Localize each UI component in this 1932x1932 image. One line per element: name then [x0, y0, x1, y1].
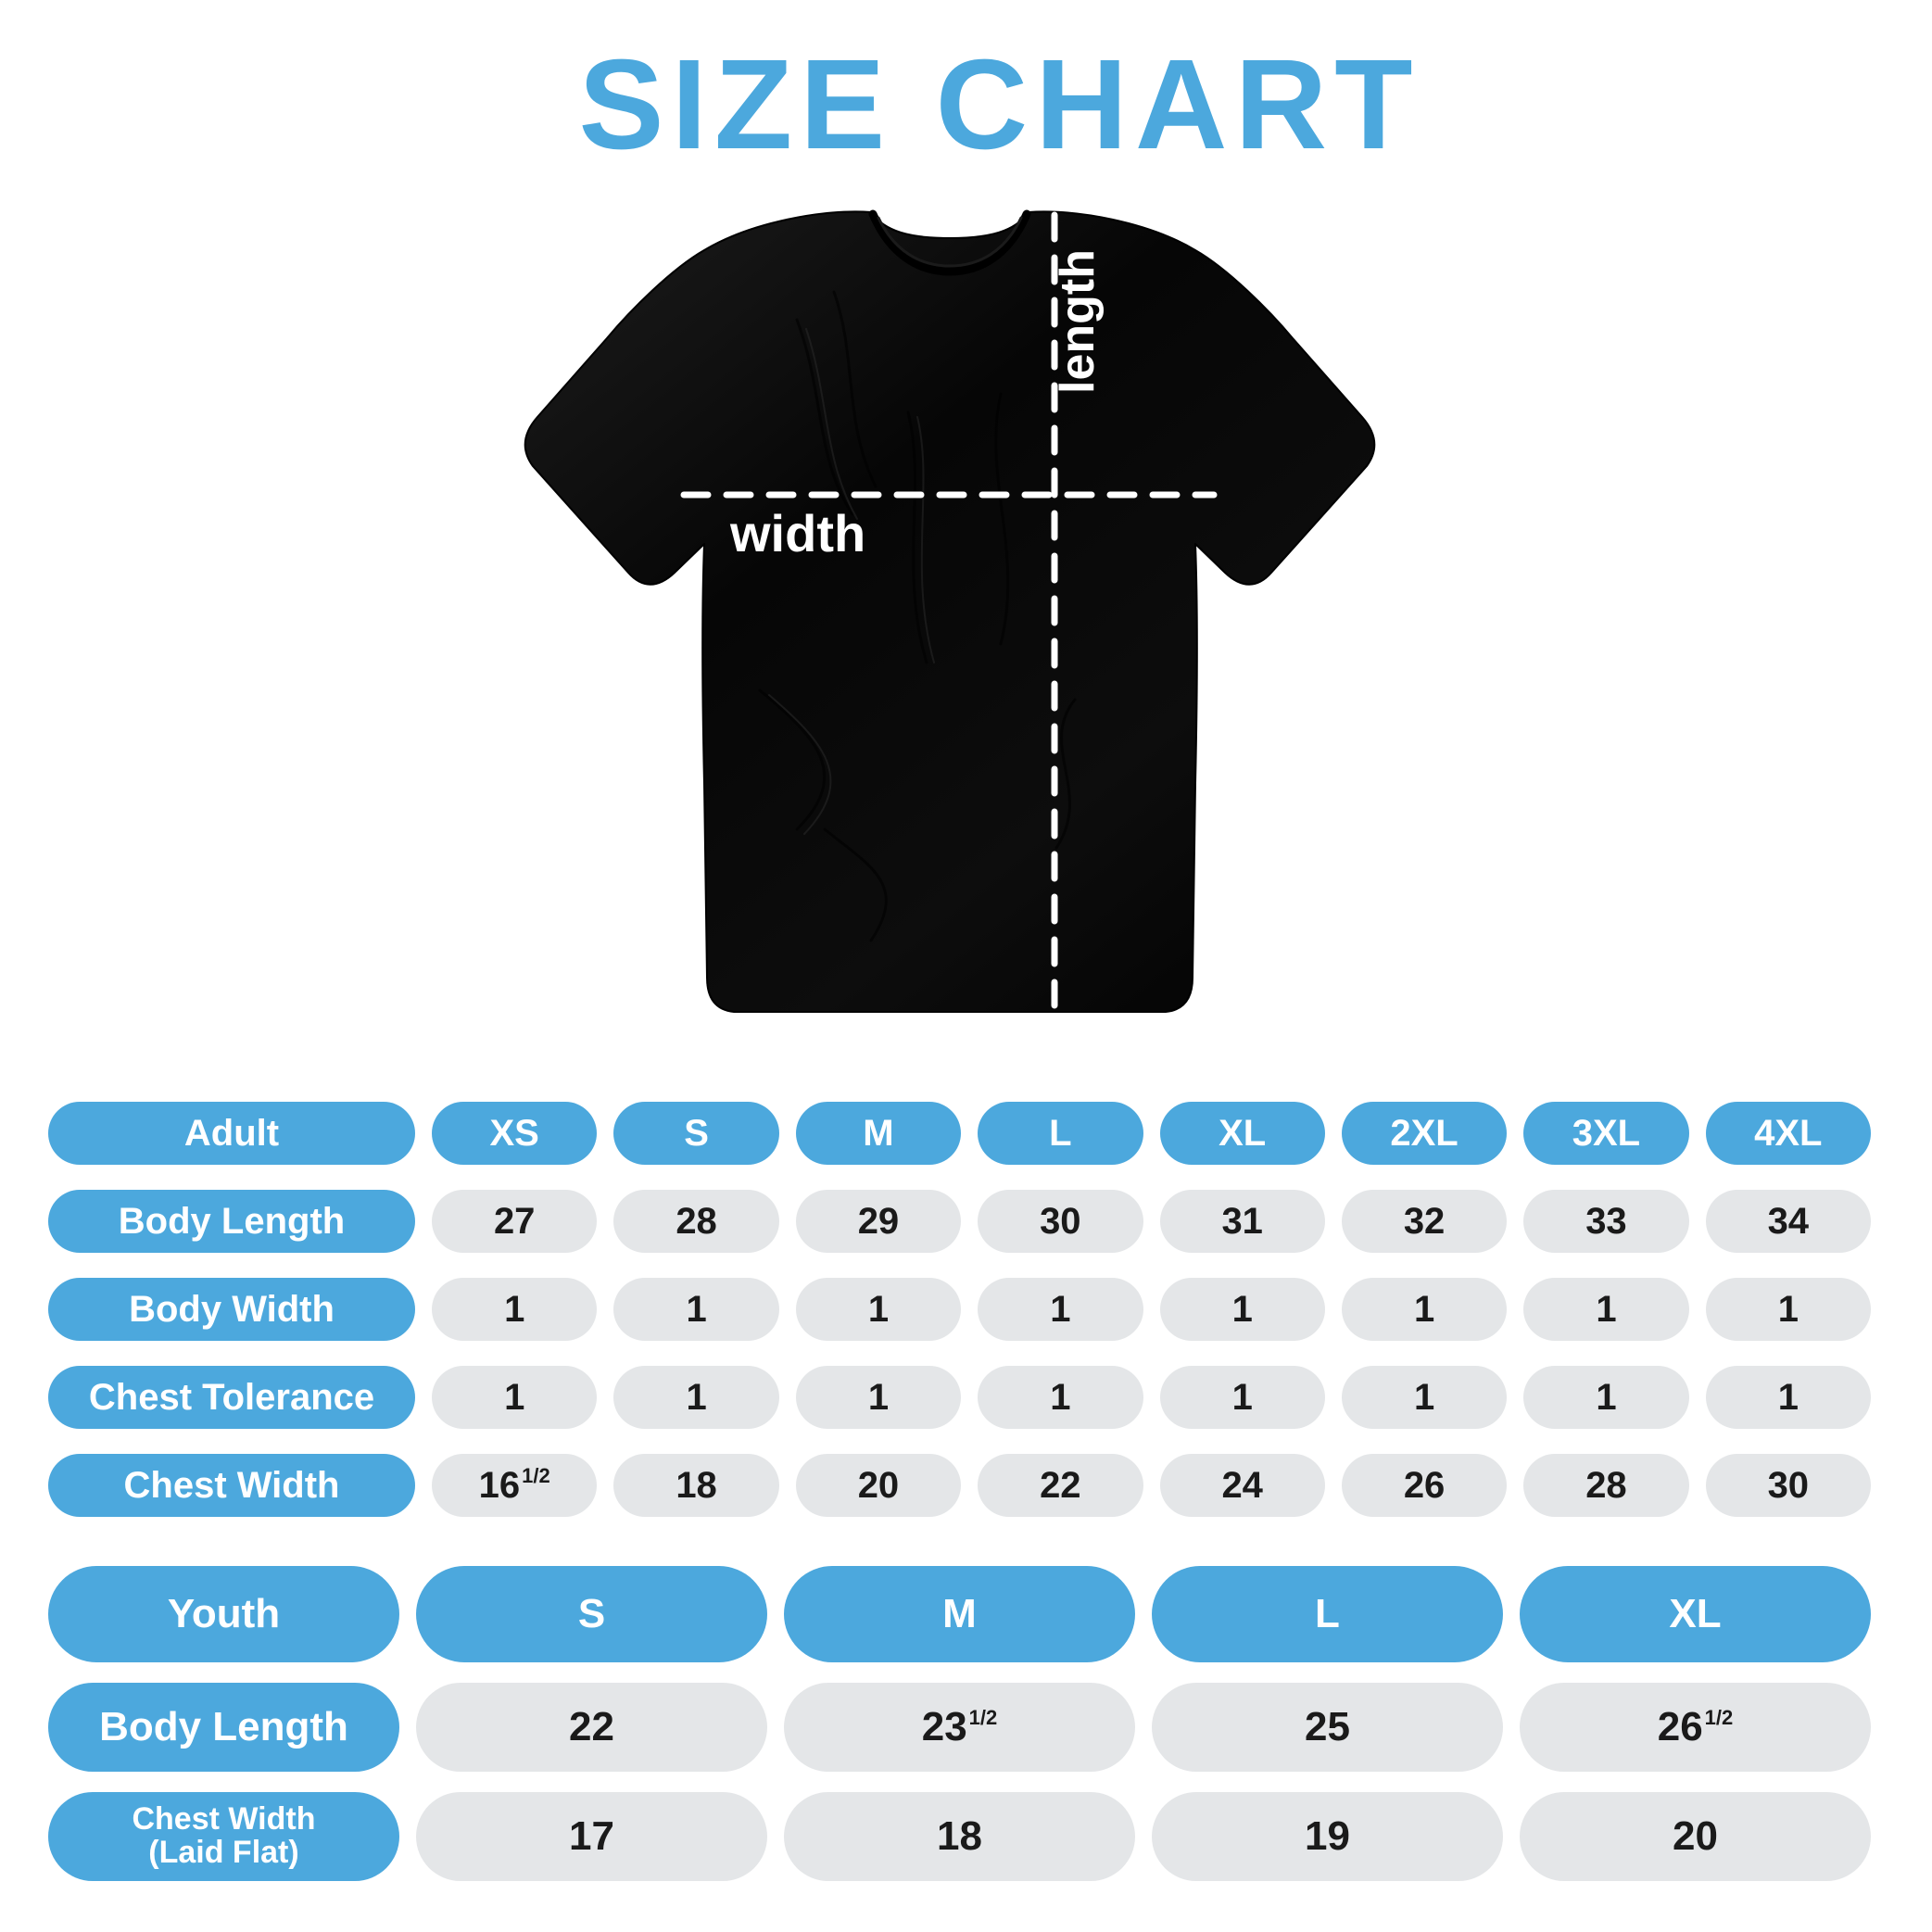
svg-text:width: width	[729, 504, 865, 562]
svg-text:length: length	[1051, 249, 1105, 394]
